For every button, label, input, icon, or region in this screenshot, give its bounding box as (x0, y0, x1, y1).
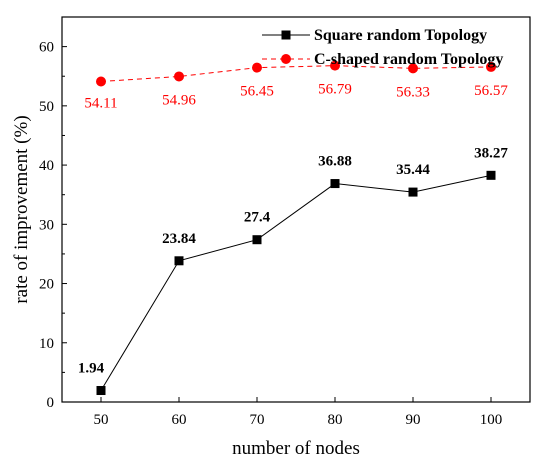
data-label: 56.45 (240, 84, 274, 100)
y-tick-label: 40 (39, 158, 54, 174)
data-label: 27.4 (244, 210, 271, 226)
y-axis: 0 10 20 30 40 50 60 (39, 40, 67, 411)
data-label: 36.88 (318, 154, 352, 170)
x-axis: 50 60 70 80 90 100 (94, 397, 503, 428)
data-point (96, 386, 106, 396)
plot-area (61, 16, 531, 403)
data-label: 1.94 (78, 361, 105, 377)
x-tick-label: 50 (94, 412, 109, 428)
y-tick-label: 20 (39, 277, 54, 293)
data-label: 35.44 (396, 162, 430, 178)
y-tick-label: 0 (47, 395, 55, 411)
data-point (330, 179, 340, 189)
legend-label: C-shaped random Topology (314, 51, 503, 68)
y-axis-title: rate of improvement (%) (11, 115, 32, 303)
data-point (408, 187, 418, 197)
data-point (174, 256, 184, 266)
data-label: 56.33 (396, 84, 430, 100)
data-point (252, 235, 262, 245)
data-label: 54.11 (84, 96, 117, 112)
x-tick-label: 80 (328, 412, 343, 428)
data-point (408, 63, 418, 74)
series-line (100, 174, 492, 391)
x-tick-label: 90 (406, 412, 421, 428)
y-tick-label: 30 (39, 217, 54, 233)
x-tick-label: 100 (480, 412, 503, 428)
x-tick-label: 70 (250, 412, 265, 428)
data-point (174, 71, 184, 82)
series-layer: 1.94 23.84 27.4 36.88 35.44 38.27 54.11 54.96 56… (78, 60, 508, 396)
data-point (486, 170, 496, 180)
legend-marker (281, 30, 291, 40)
series-line (100, 65, 492, 83)
plot-frame (61, 16, 531, 403)
series-c-shaped-random: 54.11 54.96 56.45 56.79 56.33 56.57 (84, 60, 508, 112)
x-axis-title: number of nodes (232, 438, 360, 459)
data-point (486, 61, 496, 72)
y-tick-label: 60 (39, 40, 54, 56)
data-point (330, 60, 340, 71)
legend-label: Square random Topology (314, 27, 487, 44)
y-tick-label: 50 (39, 99, 54, 115)
x-tick-label: 60 (172, 412, 187, 428)
legend: Square random Topology C-shaped random To… (262, 27, 503, 68)
data-label: 23.84 (162, 231, 196, 247)
series-square-random: 1.94 23.84 27.4 36.88 35.44 38.27 (78, 145, 508, 396)
data-label: 56.57 (474, 83, 508, 99)
data-label: 54.96 (162, 92, 196, 108)
data-label: 56.79 (318, 82, 352, 98)
data-label: 38.27 (474, 145, 508, 161)
y-tick-label: 10 (39, 336, 54, 352)
legend-marker (281, 54, 291, 64)
data-point (252, 62, 262, 73)
data-point (96, 76, 106, 87)
